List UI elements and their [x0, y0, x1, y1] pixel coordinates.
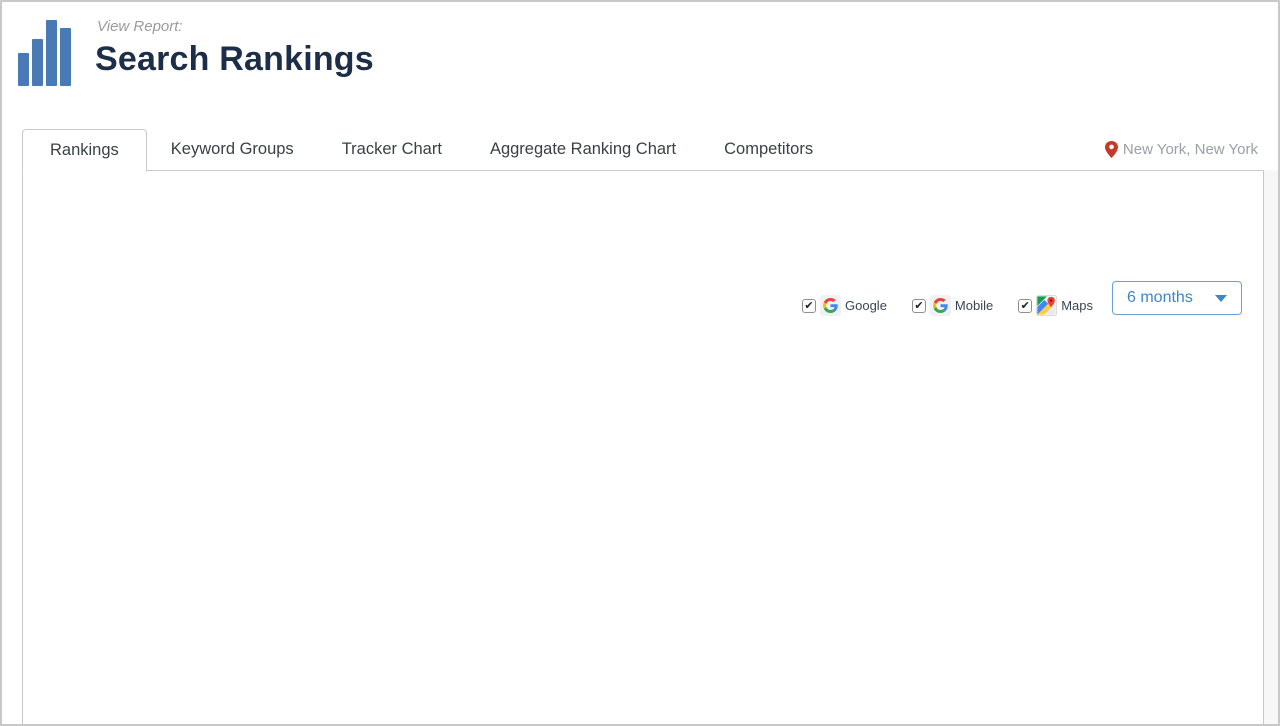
- checkbox-mobile[interactable]: ✔: [911, 298, 926, 313]
- google-g-icon: [820, 295, 841, 316]
- checkbox-maps[interactable]: ✔: [1018, 298, 1033, 313]
- checkbox-google[interactable]: ✔: [802, 298, 816, 313]
- right-gutter: [1264, 170, 1278, 724]
- tab-keyword-groups[interactable]: Keyword Groups: [170, 140, 294, 158]
- location-selector[interactable]: New York, New York: [1104, 141, 1258, 158]
- location-label: New York, New York: [1122, 141, 1258, 158]
- google-g-icon: [932, 298, 948, 313]
- google-maps-icon: [1036, 295, 1058, 316]
- toggle-label-maps: Maps: [1061, 298, 1094, 313]
- toggle-maps[interactable]: ✔ Maps: [1018, 295, 1093, 316]
- view-report-kicker: View Report:: [97, 18, 183, 35]
- bar-chart-logo-icon: [18, 16, 76, 86]
- chevron-down-icon: [1215, 294, 1227, 302]
- chart-source-toggles: ✔ Google ✔ Mobile ✔ Maps: [802, 295, 1093, 316]
- tab-competitors[interactable]: Competitors: [724, 140, 814, 158]
- toggle-google[interactable]: ✔ Google: [802, 295, 887, 316]
- rankings-tab-panel: [22, 170, 1264, 724]
- toggle-label-mobile: Mobile: [954, 298, 994, 313]
- tab-bar: Rankings Keyword Groups Tracker Chart Aggre…: [22, 129, 837, 172]
- google-g-icon: [823, 298, 838, 313]
- tab-rankings[interactable]: Rankings: [22, 129, 147, 172]
- google-g-icon: [929, 295, 951, 316]
- tab-aggregate-ranking-chart[interactable]: Aggregate Ranking Chart: [489, 140, 677, 158]
- toggle-label-google: Google: [845, 298, 887, 313]
- page-title: Search Rankings: [95, 40, 374, 78]
- date-range-dropdown[interactable]: 6 months: [1112, 281, 1242, 315]
- date-range-value: 6 months: [1127, 289, 1193, 306]
- tab-tracker-chart[interactable]: Tracker Chart: [341, 140, 442, 158]
- google-maps-icon: [1036, 295, 1058, 316]
- toggle-mobile[interactable]: ✔ Mobile: [911, 295, 994, 316]
- location-pin-icon: [1104, 141, 1118, 158]
